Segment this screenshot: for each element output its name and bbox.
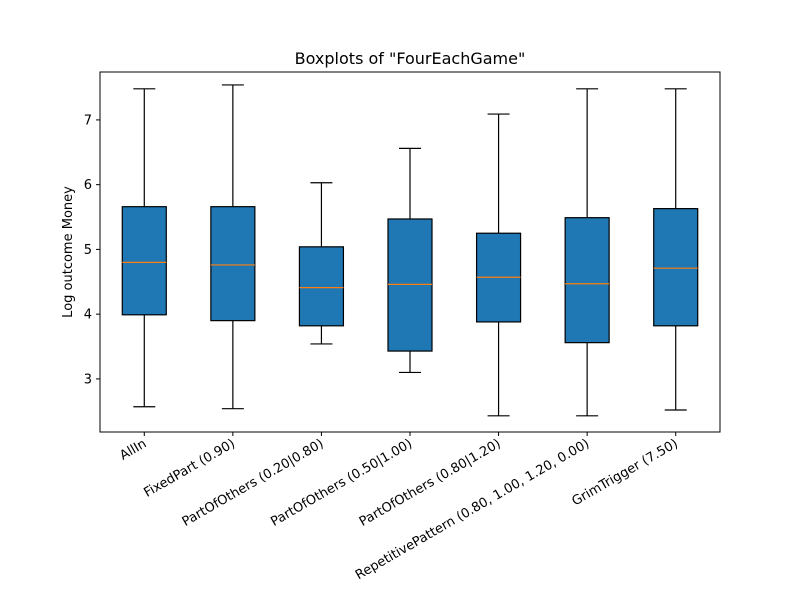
iqr-box	[210, 206, 256, 322]
box-7	[653, 88, 699, 411]
iqr-box	[564, 217, 610, 344]
box-1	[121, 88, 167, 408]
iqr-box	[387, 218, 433, 352]
iqr-box	[121, 206, 167, 316]
x-tick-label: PartOfOthers (0.20|0.80)	[180, 436, 327, 529]
iqr-box	[298, 246, 345, 327]
y-tick-label: 7	[84, 113, 92, 128]
box-2	[210, 84, 256, 410]
y-tick-label: 3	[84, 372, 92, 387]
box-3	[298, 182, 345, 345]
y-axis-label: Log outcome Money	[61, 186, 76, 318]
x-tick-label: AllIn	[117, 436, 149, 463]
iqr-box	[653, 208, 699, 327]
box-5	[475, 113, 522, 417]
chart-title: Boxplots of "FourEachGame"	[295, 49, 526, 68]
y-tick-label: 5	[84, 243, 92, 258]
box-6	[564, 88, 610, 417]
y-tick-label: 4	[84, 308, 92, 323]
x-tick-label: PartOfOthers (0.80|1.20)	[357, 436, 504, 529]
box-4	[387, 147, 433, 374]
x-tick-label: PartOfOthers (0.50|1.00)	[268, 436, 415, 529]
y-tick-label: 6	[84, 178, 92, 193]
